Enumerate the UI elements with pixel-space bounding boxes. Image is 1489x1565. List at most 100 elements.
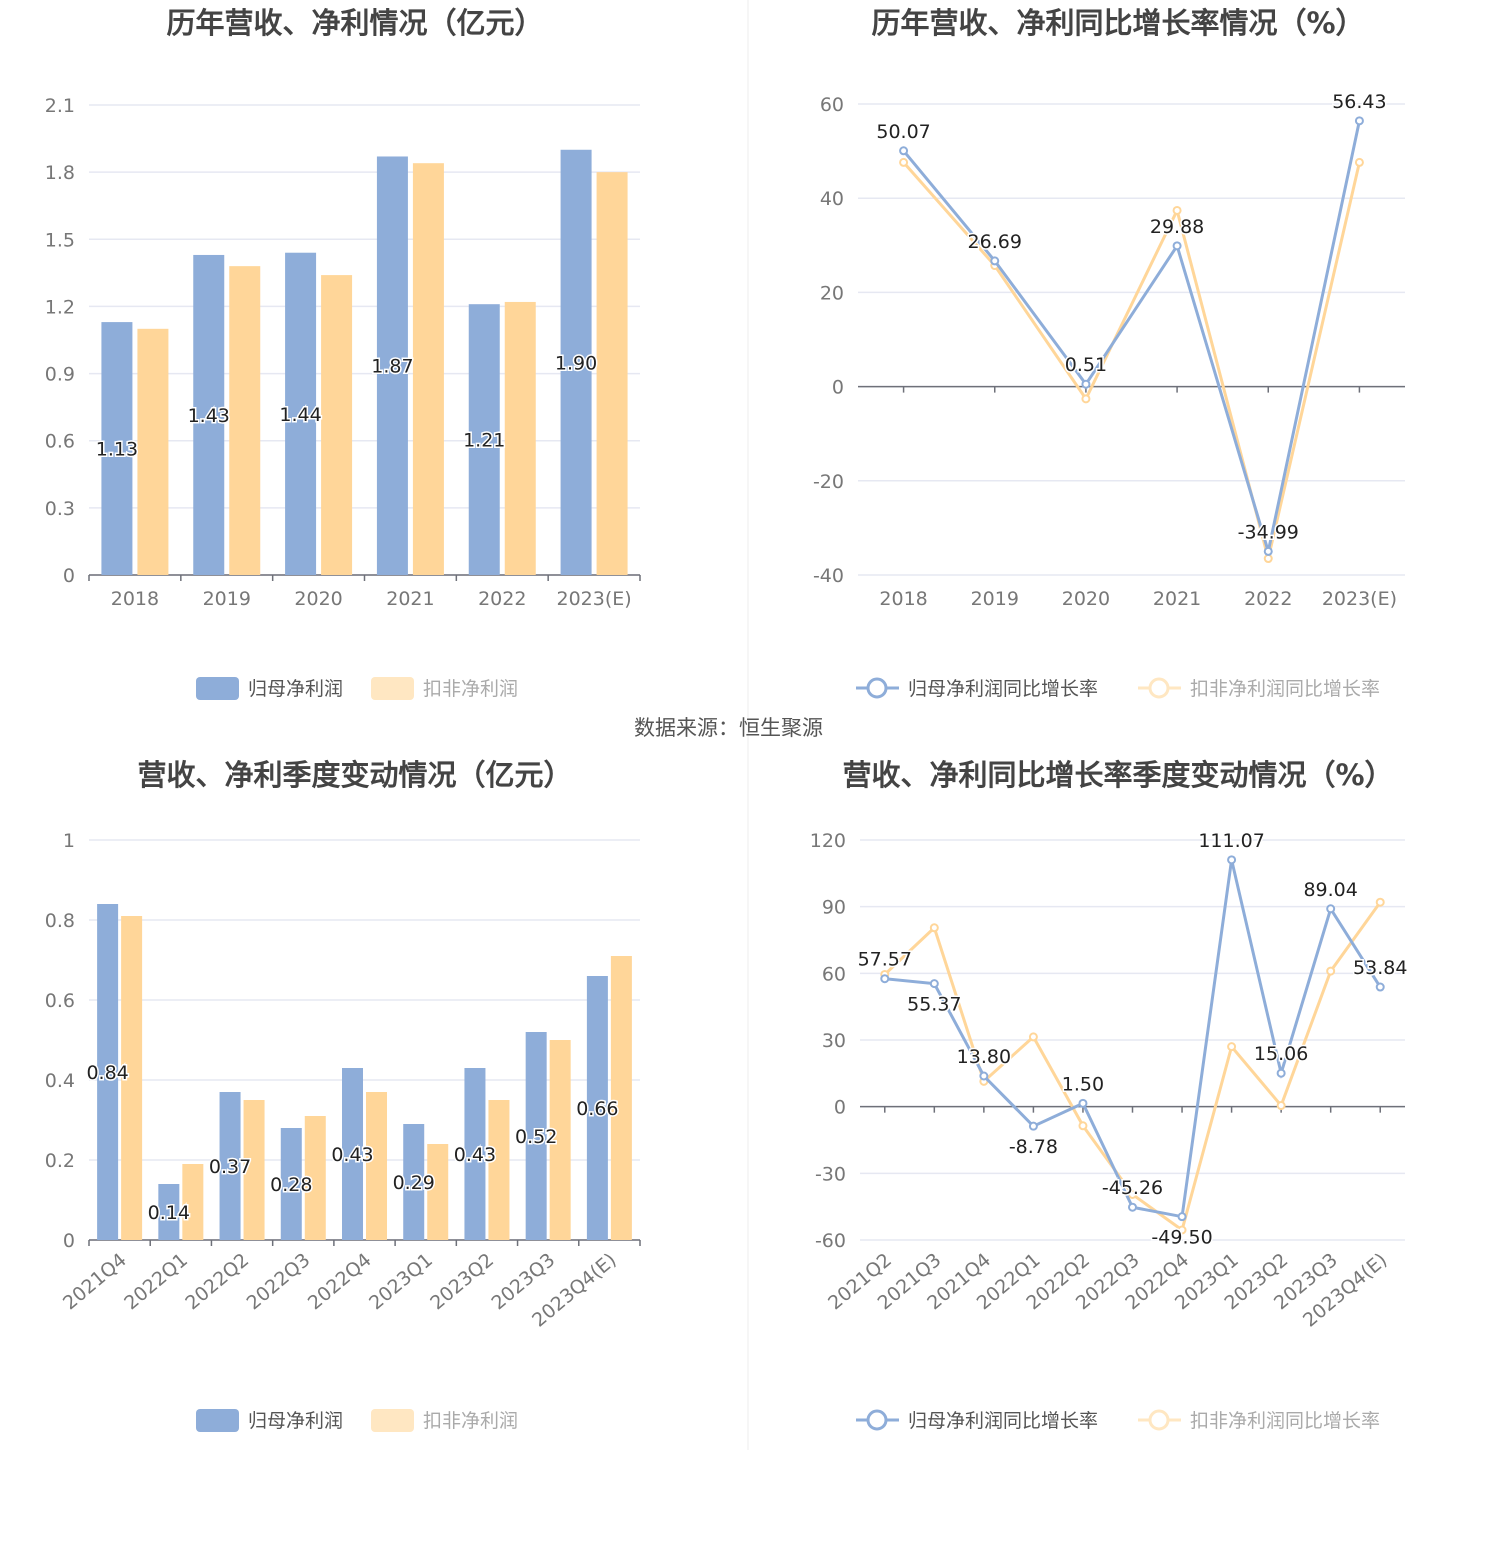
x-tick-label: 2020 bbox=[1062, 588, 1110, 610]
chart-4: -60-3003060901202021Q22021Q32021Q42022Q1… bbox=[810, 828, 1409, 1432]
legend-label: 归母净利润 bbox=[248, 678, 343, 700]
y-tick-label: 0.8 bbox=[45, 910, 75, 932]
y-tick-label: -20 bbox=[813, 471, 844, 493]
data-label: 1.90 bbox=[555, 352, 597, 374]
data-point bbox=[1227, 855, 1237, 865]
y-tick-label: 1 bbox=[63, 830, 75, 852]
y-tick-label: 0 bbox=[63, 565, 75, 587]
data-label: 1.44 bbox=[279, 404, 321, 426]
data-label: 13.80 bbox=[957, 1046, 1011, 1068]
data-label: 1.13 bbox=[96, 439, 138, 461]
data-point bbox=[1078, 1098, 1088, 1108]
y-tick-label: 60 bbox=[822, 963, 846, 985]
data-point bbox=[1326, 966, 1336, 976]
data-label: 1.21 bbox=[463, 430, 505, 452]
data-point bbox=[1276, 1068, 1286, 1078]
data-point bbox=[1128, 1189, 1137, 1199]
data-label: 55.37 bbox=[907, 994, 961, 1016]
data-point bbox=[929, 979, 939, 989]
x-tick-label: 2021Q4 bbox=[59, 1249, 131, 1314]
x-tick-label: 2018 bbox=[111, 588, 159, 610]
data-label: 0.28 bbox=[270, 1174, 312, 1196]
data-point bbox=[1081, 394, 1091, 404]
data-point bbox=[1227, 1042, 1237, 1052]
bar-deducted-net-profit bbox=[427, 1144, 449, 1240]
data-label: 0.29 bbox=[393, 1172, 435, 1194]
legend-label: 归母净利润 bbox=[248, 1410, 343, 1432]
bar-parent-net-profit bbox=[464, 1068, 486, 1240]
chart-1: 0 0.3 0.6 0.9 1.2 1.5 1.8 2.1 2018 2019 2020 2021 20… bbox=[45, 95, 641, 700]
data-label: 89.04 bbox=[1303, 879, 1357, 901]
legend-marker bbox=[1148, 677, 1170, 699]
bar-deducted-net-profit bbox=[610, 956, 632, 1240]
data-label: -49.50 bbox=[1151, 1227, 1212, 1249]
data-point bbox=[1028, 1121, 1038, 1131]
bar-deducted-net-profit bbox=[304, 1116, 326, 1240]
legend-marker bbox=[866, 1409, 888, 1431]
y-tick-label: -60 bbox=[815, 1230, 846, 1252]
data-label: 1.43 bbox=[188, 405, 230, 427]
y-tick-label: 2.1 bbox=[45, 95, 75, 117]
legend-swatch bbox=[371, 1409, 414, 1432]
line-parent-growth bbox=[902, 120, 1361, 552]
data-label: -34.99 bbox=[1238, 521, 1299, 543]
legend-label: 扣非净利润同比增长率 bbox=[1190, 1410, 1380, 1432]
data-label: 50.07 bbox=[876, 121, 930, 143]
y-tick-label: 0.6 bbox=[45, 990, 75, 1012]
bar-deducted-net-profit bbox=[366, 1092, 387, 1240]
y-tick-label: -40 bbox=[813, 565, 844, 587]
bar-parent-net-profit bbox=[586, 976, 608, 1240]
bar-deducted-net-profit bbox=[596, 172, 628, 575]
y-tick-label: 120 bbox=[810, 830, 846, 852]
data-label: 53.84 bbox=[1353, 957, 1407, 979]
chart-title: 历年营收、净利情况（亿元） bbox=[166, 6, 543, 40]
legend-label: 扣非净利润 bbox=[423, 678, 518, 700]
data-label: 0.43 bbox=[454, 1144, 496, 1166]
x-tick-label: 2018 bbox=[879, 588, 927, 610]
y-tick-label: 0 bbox=[832, 377, 844, 399]
data-label: 0.51 bbox=[1065, 354, 1107, 376]
data-label: 29.88 bbox=[1150, 216, 1204, 238]
data-point bbox=[929, 923, 939, 933]
bar-deducted-net-profit bbox=[229, 266, 261, 575]
bar-deducted-net-profit bbox=[321, 275, 353, 575]
data-label: 56.43 bbox=[1332, 91, 1386, 113]
bar-parent-net-profit bbox=[158, 1184, 180, 1240]
data-point bbox=[1172, 205, 1182, 215]
data-point bbox=[990, 256, 1000, 266]
bar-parent-net-profit bbox=[285, 252, 317, 575]
data-point bbox=[1354, 157, 1364, 167]
y-tick-label: 0.4 bbox=[45, 1070, 75, 1092]
bar-deducted-net-profit bbox=[243, 1100, 265, 1240]
y-tick-label: -30 bbox=[815, 1163, 846, 1185]
bar-deducted-net-profit bbox=[182, 1164, 204, 1240]
x-tick-label: 2023(E) bbox=[556, 588, 631, 610]
bar-parent-net-profit bbox=[525, 1032, 547, 1240]
bar-deducted-net-profit bbox=[504, 301, 536, 575]
x-tick-label: 2022 bbox=[1244, 588, 1292, 610]
y-tick-label: 0.3 bbox=[45, 498, 75, 520]
y-tick-label: 0.6 bbox=[45, 431, 75, 453]
bar-parent-net-profit bbox=[280, 1128, 302, 1240]
data-point bbox=[1375, 982, 1385, 992]
bar-parent-net-profit bbox=[97, 904, 119, 1240]
bar-deducted-net-profit bbox=[137, 328, 169, 575]
data-label: 0.66 bbox=[576, 1098, 618, 1120]
data-point bbox=[1081, 379, 1091, 389]
legend-label: 扣非净利润 bbox=[423, 1410, 518, 1432]
legend-label: 扣非净利润同比增长率 bbox=[1190, 678, 1380, 700]
data-label: 0.52 bbox=[515, 1126, 557, 1148]
legend-label: 归母净利润同比增长率 bbox=[908, 678, 1098, 700]
bar-parent-net-profit bbox=[403, 1124, 425, 1240]
y-tick-label: 1.2 bbox=[45, 296, 75, 318]
y-tick-label: 1.8 bbox=[45, 162, 75, 184]
line-deducted-growth bbox=[902, 161, 1361, 559]
data-point bbox=[979, 1071, 989, 1081]
bar-parent-net-profit bbox=[219, 1092, 241, 1240]
legend-swatch bbox=[196, 677, 239, 700]
bar-parent-net-profit bbox=[560, 149, 592, 575]
data-point bbox=[1354, 116, 1364, 126]
legend-label: 归母净利润同比增长率 bbox=[908, 1410, 1098, 1432]
data-label: 0.84 bbox=[86, 1062, 128, 1084]
